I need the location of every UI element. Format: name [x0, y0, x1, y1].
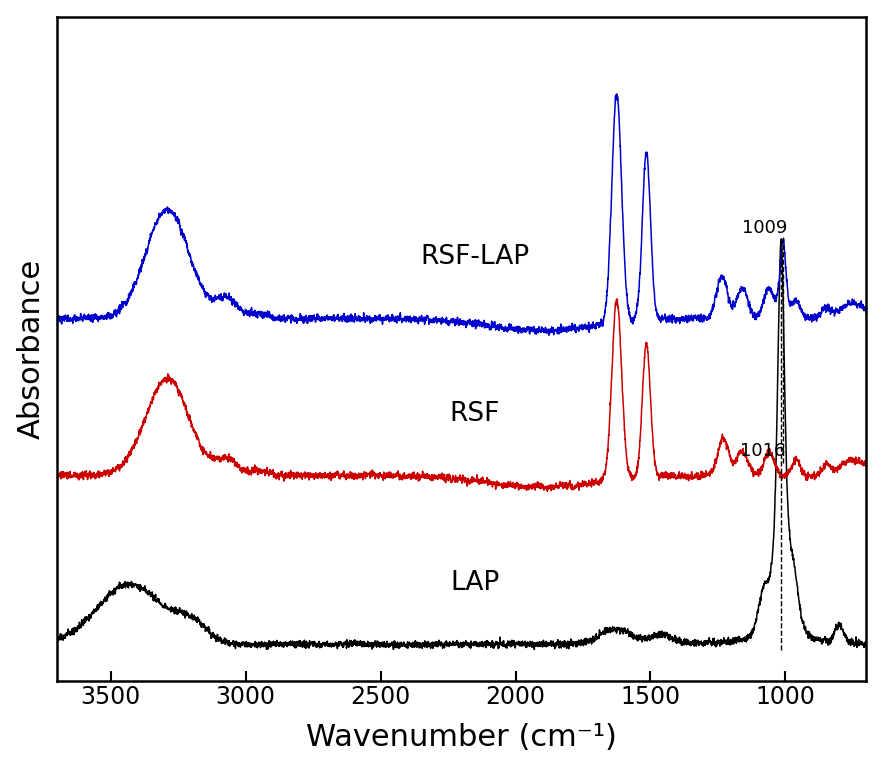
Text: RSF-LAP: RSF-LAP — [420, 244, 530, 270]
Text: RSF: RSF — [449, 401, 501, 427]
Text: LAP: LAP — [450, 570, 500, 596]
X-axis label: Wavenumber (cm⁻¹): Wavenumber (cm⁻¹) — [306, 724, 617, 752]
Text: 1009: 1009 — [742, 219, 787, 237]
Y-axis label: Absorbance: Absorbance — [17, 258, 46, 439]
Text: 1016: 1016 — [740, 442, 785, 460]
